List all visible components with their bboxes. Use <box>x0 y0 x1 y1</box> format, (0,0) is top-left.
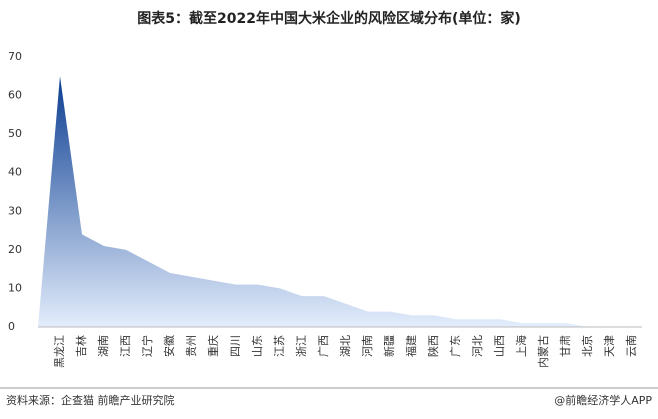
x-tick-label: 河南 <box>361 335 374 357</box>
x-tick-label: 广西 <box>317 335 330 357</box>
x-tick-label: 辽宁 <box>140 335 154 357</box>
x-tick-label: 陕西 <box>426 335 440 357</box>
x-tick-label: 吉林 <box>74 335 88 357</box>
x-tick-label: 天津 <box>603 335 616 357</box>
x-tick-label: 山西 <box>493 335 506 357</box>
y-tick-label: 30 <box>8 204 22 217</box>
x-tick-label: 江苏 <box>273 335 286 357</box>
x-tick-label: 福建 <box>404 335 418 357</box>
area <box>38 76 632 328</box>
x-tick-label: 上海 <box>514 335 528 357</box>
x-tick-label: 安徽 <box>162 335 176 357</box>
credit: @前瞻经济学人APP <box>554 393 652 407</box>
chart-title: 图表5：截至2022年中国大米企业的风险区域分布(单位：家) <box>137 10 521 27</box>
y-tick-label: 50 <box>8 127 22 140</box>
y-tick-label: 60 <box>8 89 22 102</box>
y-tick-label: 20 <box>8 243 22 256</box>
x-tick-label: 广东 <box>449 335 462 357</box>
y-tick-label: 70 <box>8 50 22 63</box>
x-tick-label: 四川 <box>229 335 242 357</box>
x-tick-label: 湖南 <box>97 335 110 357</box>
y-tick-label: 10 <box>8 281 22 294</box>
x-tick-label: 甘肃 <box>559 335 572 357</box>
x-tick-label: 内蒙古 <box>536 335 550 368</box>
x-tick-label: 黑龙江 <box>53 335 66 368</box>
x-tick-label: 新疆 <box>382 335 396 357</box>
x-tick-label: 云南 <box>625 335 638 357</box>
x-tick-label: 贵州 <box>185 335 198 357</box>
y-tick-label: 0 <box>8 320 15 333</box>
x-tick-label: 北京 <box>580 335 594 357</box>
source: 资料来源：企查猫 前瞻产业研究院 <box>6 393 175 407</box>
x-tick-label: 江西 <box>119 335 132 357</box>
x-tick-label: 河北 <box>471 335 484 357</box>
x-tick-label: 山东 <box>251 335 264 357</box>
x-tick-label: 重庆 <box>206 335 220 357</box>
x-tick-label: 浙江 <box>295 335 308 357</box>
x-tick-label: 湖北 <box>339 335 352 357</box>
y-tick-label: 40 <box>8 166 22 179</box>
